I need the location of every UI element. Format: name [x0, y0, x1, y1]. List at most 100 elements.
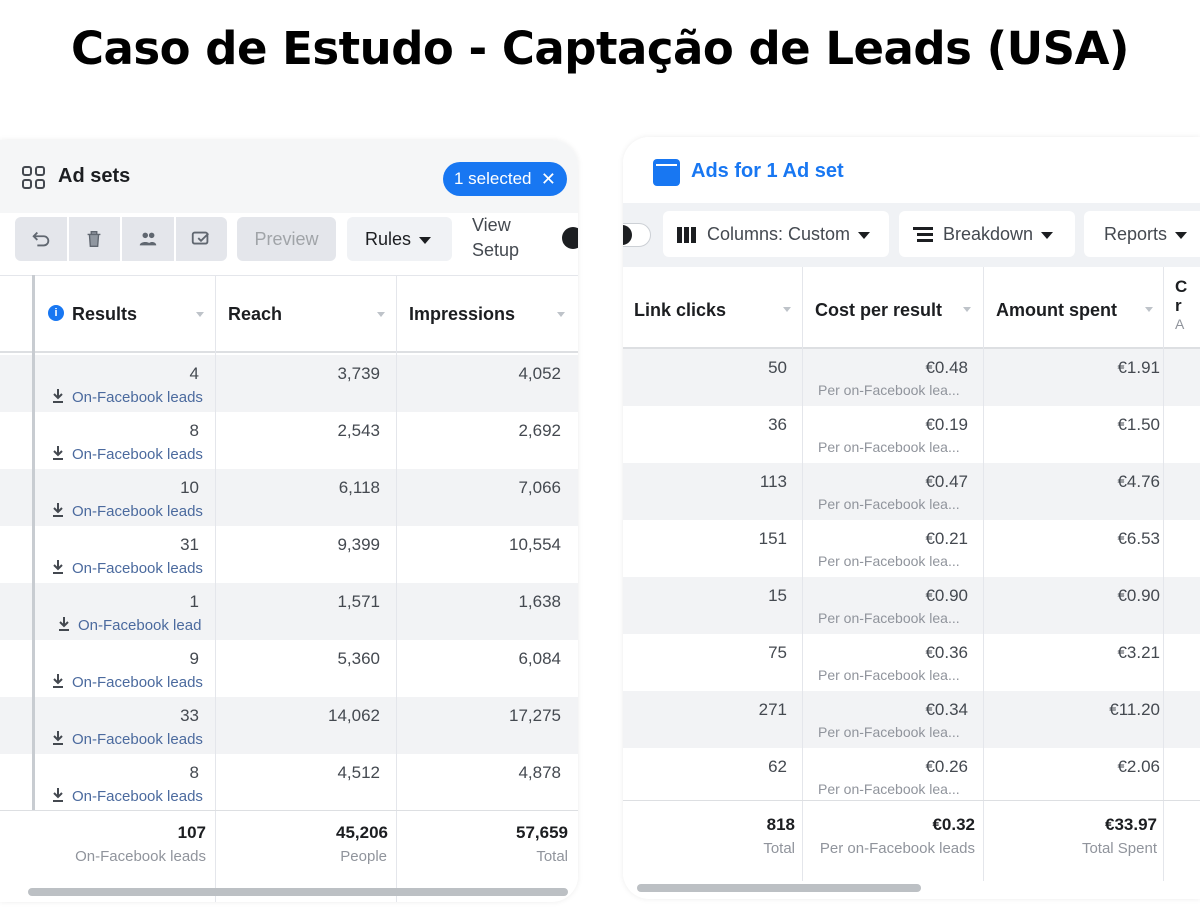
results-label-text: On-Facebook leads [72, 446, 203, 463]
col-results[interactable]: Results [72, 304, 138, 324]
view-setup-link[interactable]: View Setup [472, 213, 542, 263]
results-label[interactable]: On-Facebook leads [52, 560, 203, 577]
preview-button[interactable]: Preview [237, 217, 336, 261]
horizontal-scrollbar[interactable] [28, 888, 568, 896]
table-row[interactable]: 113 €0.47 Per on-Facebook lea... €4.76 [623, 463, 1200, 520]
total-results-label: On-Facebook leads [75, 848, 206, 865]
delete-button[interactable] [68, 217, 120, 261]
results-label-text: On-Facebook leads [72, 788, 203, 805]
sort-icon[interactable] [963, 307, 971, 312]
results-label-text: On-Facebook leads [72, 674, 203, 691]
column-divider [983, 267, 984, 800]
results-label[interactable]: On-Facebook leads [52, 674, 203, 691]
results-value: 9 [189, 649, 199, 668]
undo-button[interactable] [15, 217, 67, 261]
download-icon [53, 788, 63, 802]
results-label[interactable]: On-Facebook leads [52, 389, 203, 406]
reach-value: 4,512 [337, 763, 380, 782]
results-label-text: On-Facebook leads [72, 560, 203, 577]
results-value: 31 [180, 535, 199, 554]
amount-spent-value: €11.20 [1109, 700, 1160, 719]
table-row[interactable]: 50 €0.48 Per on-Facebook lea... €1.91 [623, 349, 1200, 406]
impressions-value: 10,554 [509, 535, 561, 554]
columns-label: Columns: Custom [707, 224, 851, 244]
col-truncated[interactable]: C r A [1175, 277, 1187, 334]
table-row[interactable]: 1 On-Facebook lead 1,571 1,638 [0, 583, 578, 640]
results-label[interactable]: On-Facebook leads [52, 446, 203, 463]
selected-pill[interactable]: 1 selected ✕ [443, 162, 567, 196]
reports-dropdown[interactable]: Reports [1084, 211, 1200, 257]
total-amount-spent-label: Total Spent [1081, 840, 1157, 857]
table-row[interactable]: 33 On-Facebook leads 14,062 17,275 [0, 697, 578, 754]
results-value: 1 [189, 592, 199, 611]
edit-icon [192, 231, 210, 245]
reach-value: 2,543 [337, 421, 380, 440]
duplicate-button[interactable] [122, 217, 174, 261]
ads-title[interactable]: Ads for 1 Ad set [691, 160, 844, 182]
ad-sets-header: Ad sets 1 selected ✕ [0, 140, 578, 213]
cost-per-result-label: Per on-Facebook lea... [818, 724, 960, 740]
table-row[interactable]: 9 On-Facebook leads 5,360 6,084 [0, 640, 578, 697]
sort-icon[interactable] [196, 312, 204, 317]
results-label-text: On-Facebook lead [78, 617, 202, 634]
table-row[interactable]: 271 €0.34 Per on-Facebook lea... €11.20 [623, 691, 1200, 748]
link-clicks-value: 15 [768, 586, 787, 605]
results-label[interactable]: On-Facebook leads [52, 731, 203, 748]
reach-value: 14,062 [328, 706, 380, 725]
sort-icon[interactable] [1145, 307, 1153, 312]
col-impressions[interactable]: Impressions [409, 304, 516, 324]
table-row[interactable]: 151 €0.21 Per on-Facebook lea... €6.53 [623, 520, 1200, 577]
table-row[interactable]: 75 €0.36 Per on-Facebook lea... €3.21 [623, 634, 1200, 691]
table-row[interactable]: 8 On-Facebook leads 2,543 2,692 [0, 412, 578, 469]
col-link-clicks[interactable]: Link clicks [634, 300, 727, 320]
table-row[interactable]: 8 On-Facebook leads 4,512 4,878 [0, 754, 578, 811]
col-amount-spent[interactable]: Amount spent [996, 300, 1117, 320]
table-row[interactable]: 36 €0.19 Per on-Facebook lea... €1.50 [623, 406, 1200, 463]
impressions-value: 6,084 [518, 649, 561, 668]
sort-icon[interactable] [377, 312, 385, 317]
results-label-text: On-Facebook leads [72, 389, 203, 406]
results-label[interactable]: On-Facebook leads [52, 503, 203, 520]
view-setup-toggle[interactable] [562, 227, 578, 249]
cost-per-result-label: Per on-Facebook lea... [818, 610, 960, 626]
cost-per-result-value: €0.19 [925, 415, 968, 434]
table-row[interactable]: 15 €0.90 Per on-Facebook lea... €0.90 [623, 577, 1200, 634]
column-divider [215, 811, 216, 889]
results-label[interactable]: On-Facebook lead [58, 617, 201, 634]
sort-icon[interactable] [783, 307, 791, 312]
reach-value: 1,571 [337, 592, 380, 611]
total-cost-per-result: €0.32 [932, 815, 975, 834]
table-row[interactable]: 10 On-Facebook leads 6,118 7,066 [0, 469, 578, 526]
col-cost-per-result[interactable]: Cost per result [815, 300, 943, 320]
results-label-text: On-Facebook leads [72, 503, 203, 520]
table-row[interactable]: 62 €0.26 Per on-Facebook lea... €2.06 [623, 748, 1200, 805]
breakdown-icon [913, 227, 933, 243]
impressions-value: 4,878 [518, 763, 561, 782]
column-divider [1163, 801, 1164, 881]
horizontal-scrollbar[interactable] [637, 884, 921, 892]
close-icon[interactable]: ✕ [540, 169, 556, 189]
rules-label: Rules [365, 229, 412, 249]
toggle-switch[interactable] [623, 223, 651, 247]
info-icon[interactable]: i [48, 305, 64, 321]
column-divider [802, 267, 803, 800]
ads-panel: Ads for 1 Ad set Columns: Custom Breakdo… [623, 137, 1200, 899]
reach-value: 6,118 [338, 478, 380, 497]
col-truncated-line1: C [1175, 277, 1188, 296]
col-reach[interactable]: Reach [228, 304, 283, 324]
breakdown-dropdown[interactable]: Breakdown [899, 211, 1075, 257]
link-clicks-value: 50 [768, 358, 787, 377]
reports-label: Reports [1104, 224, 1168, 244]
action-button-group [15, 217, 227, 261]
ad-sets-title: Ad sets [58, 165, 131, 187]
results-label[interactable]: On-Facebook leads [52, 788, 203, 805]
edit-button[interactable] [175, 217, 227, 261]
table-row[interactable]: 31 On-Facebook leads 9,399 10,554 [0, 526, 578, 583]
frozen-column-divider[interactable] [32, 275, 35, 885]
table-row[interactable]: 4 On-Facebook leads 3,739 4,052 [0, 355, 578, 412]
rules-dropdown[interactable]: Rules [347, 217, 452, 261]
sort-icon[interactable] [557, 312, 565, 317]
columns-dropdown[interactable]: Columns: Custom [663, 211, 889, 257]
total-reach-label: People [340, 848, 387, 865]
link-clicks-value: 75 [768, 643, 787, 662]
